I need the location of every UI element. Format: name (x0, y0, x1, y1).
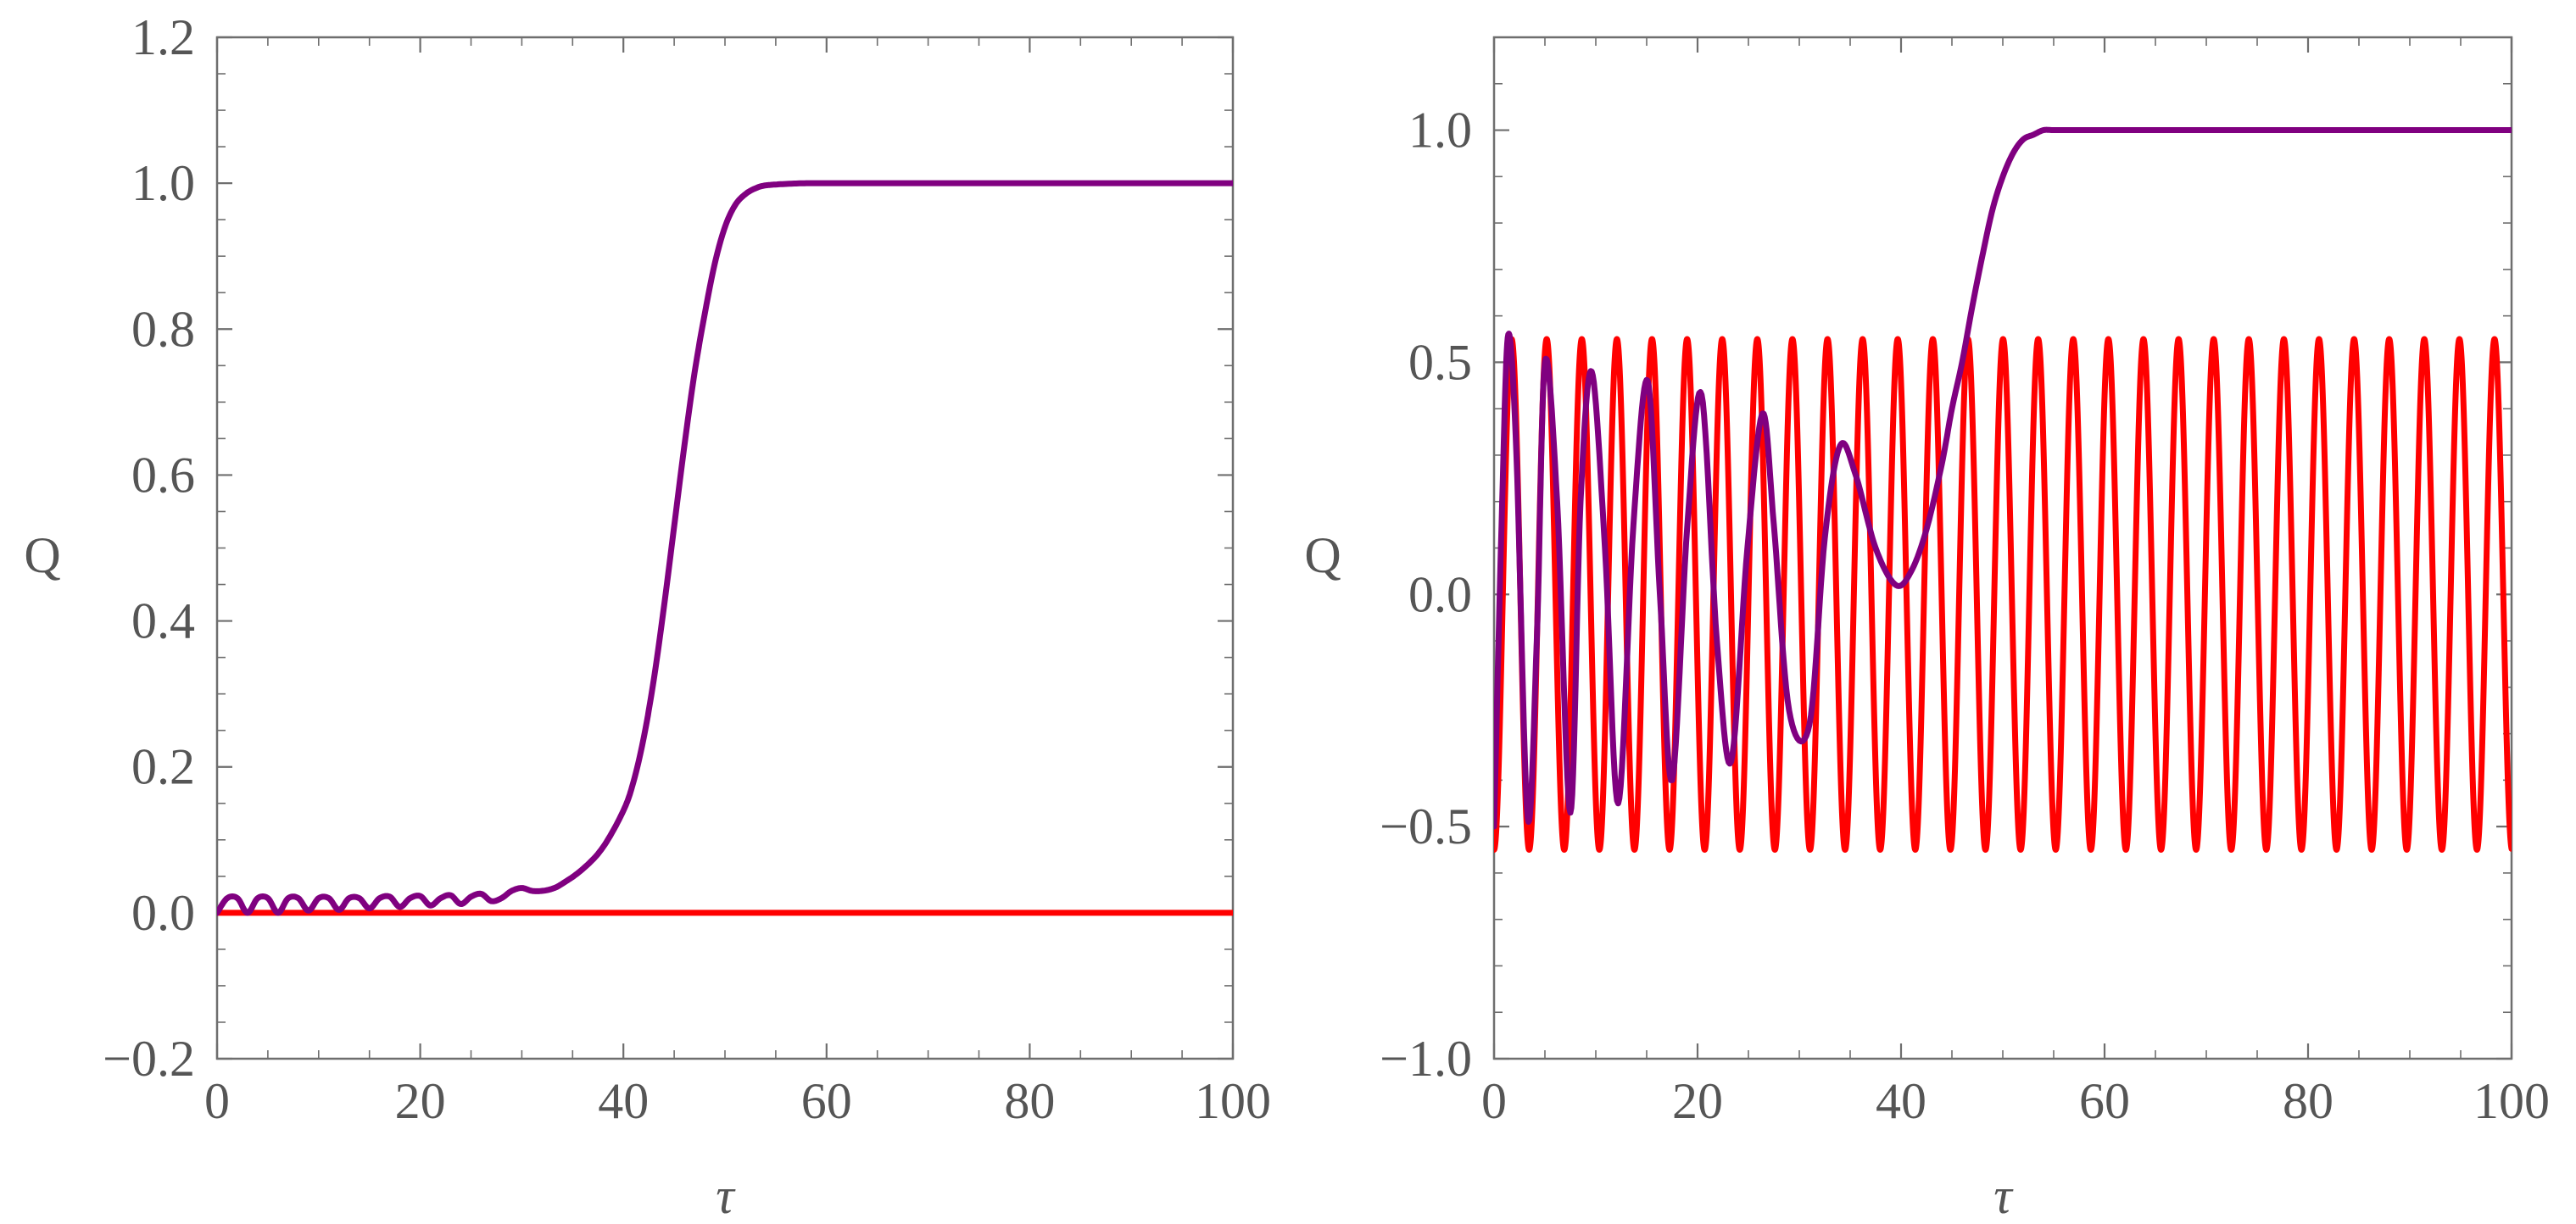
x-tick-label: 20 (395, 1073, 446, 1129)
x-tick-label: 0 (204, 1073, 230, 1129)
y-tick-label: 0.2 (131, 739, 195, 795)
x-tick-label: 80 (1004, 1073, 1055, 1129)
x-tick-label: 60 (801, 1073, 852, 1129)
x-tick-label: 20 (1672, 1073, 1723, 1129)
y-tick-label: 0.4 (131, 593, 195, 649)
y-tick-label: 0.5 (1408, 334, 1472, 390)
y-tick-label: 0.8 (131, 301, 195, 357)
y-tick-label: 0.0 (131, 885, 195, 941)
series-line-2-2 (1494, 126, 2512, 830)
y-tick-label: 0.6 (131, 447, 195, 503)
y-tick-label: −1.0 (1380, 1031, 1472, 1087)
x-axis-title: τ (716, 1168, 736, 1224)
x-tick-label: 40 (1876, 1073, 1926, 1129)
y-tick-label: 0.0 (1408, 566, 1472, 622)
x-tick-label: 80 (2283, 1073, 2333, 1129)
y-axis-title: Q (1304, 527, 1341, 583)
x-tick-label: 100 (1195, 1073, 1271, 1129)
y-tick-label: 1.0 (131, 155, 195, 211)
x-tick-label: 100 (2473, 1073, 2550, 1129)
x-tick-label: 40 (598, 1073, 649, 1129)
x-tick-label: 0 (1481, 1073, 1507, 1129)
y-tick-label: 1.0 (1408, 103, 1472, 159)
y-tick-label: −0.5 (1380, 798, 1472, 854)
x-axis-title: τ (1993, 1168, 2014, 1224)
y-axis-title: Q (24, 527, 60, 583)
x-tick-label: 60 (2079, 1073, 2130, 1129)
series-line-2-1 (1494, 336, 2512, 853)
y-tick-label: −0.2 (103, 1031, 195, 1087)
series-line-1-2 (217, 180, 1233, 916)
y-tick-label: 1.2 (131, 9, 195, 65)
